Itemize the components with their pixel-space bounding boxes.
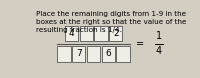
Text: Place the remaining digits from 1-9 in the
boxes at the right so that the value : Place the remaining digits from 1-9 in t… bbox=[36, 11, 186, 33]
Text: 4: 4 bbox=[69, 29, 74, 38]
FancyBboxPatch shape bbox=[80, 26, 93, 41]
FancyBboxPatch shape bbox=[72, 46, 85, 62]
FancyBboxPatch shape bbox=[102, 46, 115, 62]
FancyBboxPatch shape bbox=[109, 26, 122, 41]
FancyBboxPatch shape bbox=[57, 46, 71, 62]
FancyBboxPatch shape bbox=[87, 46, 100, 62]
Text: 2: 2 bbox=[113, 29, 118, 38]
FancyBboxPatch shape bbox=[65, 26, 78, 41]
FancyBboxPatch shape bbox=[116, 46, 130, 62]
FancyBboxPatch shape bbox=[94, 26, 108, 41]
Text: 1: 1 bbox=[156, 31, 162, 41]
Text: =: = bbox=[136, 39, 144, 49]
Text: 7: 7 bbox=[76, 49, 82, 58]
Text: 6: 6 bbox=[105, 49, 111, 58]
Text: 4: 4 bbox=[156, 46, 162, 56]
